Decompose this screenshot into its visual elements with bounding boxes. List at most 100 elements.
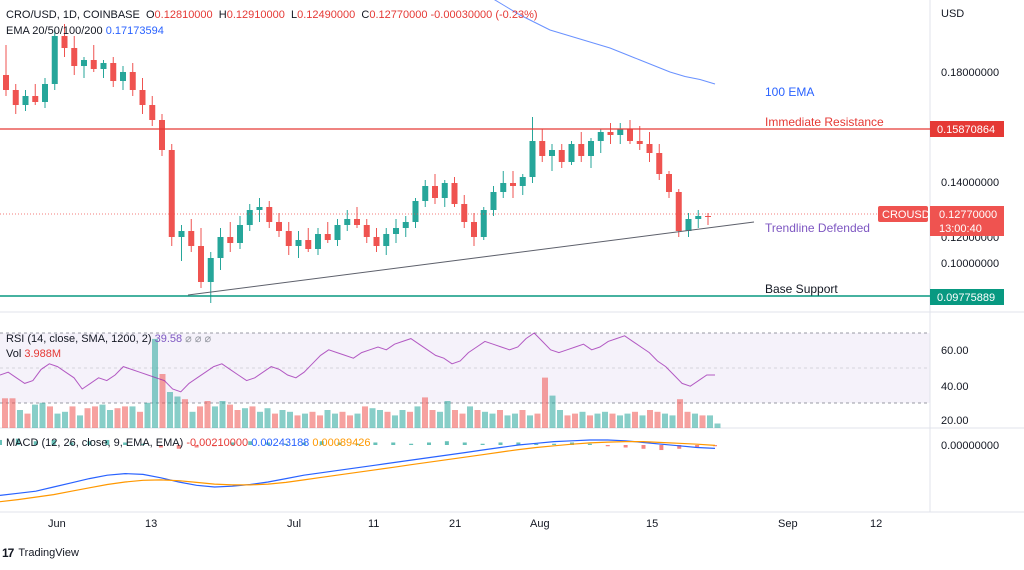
volume-bar — [182, 399, 188, 428]
currency-label: USD — [941, 8, 964, 20]
candle-body — [22, 96, 29, 105]
macd-histogram-bar — [15, 438, 20, 445]
candle-body — [422, 186, 429, 201]
volume-bar — [459, 413, 466, 428]
macd-histogram-bar — [534, 443, 539, 445]
volume-bar — [512, 413, 518, 428]
volume-bar — [219, 401, 226, 428]
macd-histogram-bar — [33, 441, 38, 445]
rsi-extra: ⌀ ⌀ ⌀ — [185, 333, 212, 345]
vol-legend: Vol 3.988M — [6, 348, 61, 360]
symbol-tag-text: CROUSD — [882, 209, 930, 221]
volume-bar — [489, 413, 496, 428]
ema-label: EMA 20/50/100/200 — [6, 25, 103, 37]
volume-bar — [129, 406, 136, 428]
price-axis-label: 0.10000000 — [941, 258, 999, 270]
volume-bar — [429, 410, 436, 428]
volume-bar — [542, 377, 548, 428]
volume-bar — [557, 410, 563, 428]
ohlc-high: H0.12910000 — [218, 9, 285, 21]
candle-body — [168, 150, 175, 237]
ema100-annotation: 100 EMA — [765, 85, 814, 99]
candle-body — [149, 105, 156, 120]
tradingview-name: TradingView — [18, 547, 79, 559]
tradingview-logo[interactable]: 17 TradingView — [2, 546, 79, 560]
candle-body — [558, 150, 565, 162]
candle-body — [159, 120, 165, 150]
price-axis-label: 0.18000000 — [941, 67, 999, 79]
x-axis-label: 15 — [646, 518, 658, 530]
volume-bar — [699, 415, 706, 428]
x-axis-label: 21 — [449, 518, 461, 530]
candle-body — [471, 222, 477, 237]
candle-body — [393, 228, 399, 234]
volume-bar — [669, 415, 676, 428]
volume-bar — [272, 413, 278, 428]
volume-bar — [497, 410, 503, 428]
candle-body — [71, 48, 78, 66]
macd-histogram-bar — [355, 443, 360, 445]
candle-body — [432, 186, 438, 198]
volume-bar — [249, 406, 256, 428]
tradingview-icon: 17 — [2, 546, 14, 560]
candle-body — [324, 234, 331, 240]
trendline[interactable] — [187, 221, 755, 296]
support-annotation: Base Support — [765, 282, 838, 296]
current-price-tag — [930, 206, 1004, 236]
candle-body — [129, 72, 136, 90]
candle-body — [354, 219, 360, 225]
macd-value-3: 0.00089426 — [312, 437, 371, 449]
volume-bar — [144, 402, 151, 428]
macd-histogram-bar — [284, 443, 288, 445]
candle-body — [120, 72, 126, 81]
candle-body — [588, 141, 594, 156]
rsi-axis-label: 20.00 — [941, 415, 969, 427]
volume-bar — [549, 395, 556, 428]
support-price-tag — [930, 289, 1004, 305]
ema-legend: EMA 20/50/100/200 0.17173594 — [6, 25, 164, 37]
macd-histogram-bar — [427, 442, 431, 445]
candle-body — [51, 36, 58, 84]
volume-bar — [279, 410, 286, 428]
rsi-label: RSI (14, close, SMA, 1200, 2) — [6, 333, 152, 345]
candle-body — [217, 237, 224, 258]
trendline-annotation: Trendline Defended — [765, 221, 870, 235]
price-change: -0.00030000 (-0.23%) — [430, 9, 538, 21]
candle-body — [363, 225, 370, 237]
resistance-price-tag — [930, 121, 1004, 137]
volume-bar — [707, 415, 713, 428]
symbol-name: CRO/USD, 1D, COINBASE — [6, 9, 140, 21]
candle-body — [246, 210, 253, 225]
candle-body — [490, 192, 497, 210]
candle-body — [315, 234, 321, 249]
volume-bar — [362, 406, 368, 428]
volume-bar — [137, 411, 143, 428]
candle-body — [675, 192, 682, 231]
vol-label: Vol — [6, 348, 22, 360]
candle-body — [90, 60, 97, 69]
rsi-axis-label: 40.00 — [941, 381, 969, 393]
macd-histogram-bar — [176, 445, 181, 449]
x-axis-label: 11 — [368, 518, 379, 530]
macd-histogram-bar — [194, 445, 199, 448]
candle-body — [412, 201, 419, 222]
candle-body — [227, 237, 234, 243]
candle-body — [3, 75, 9, 90]
candle-body — [597, 132, 604, 141]
volume-bar — [519, 410, 526, 428]
volume-bar — [159, 374, 166, 428]
volume-bar — [632, 411, 638, 428]
volume-bar — [654, 411, 661, 428]
candle-body — [178, 231, 185, 237]
volume-bar — [392, 415, 398, 428]
volume-bar — [302, 413, 308, 428]
volume-bar — [564, 415, 571, 428]
volume-bar — [234, 410, 241, 428]
macd-axis-label: 0.00000000 — [941, 440, 999, 452]
volume-bar — [204, 401, 211, 428]
volume-bar — [714, 423, 721, 428]
volume-bar — [467, 406, 473, 428]
macd-histogram-bar — [248, 441, 253, 445]
macd-histogram-bar — [337, 442, 342, 445]
